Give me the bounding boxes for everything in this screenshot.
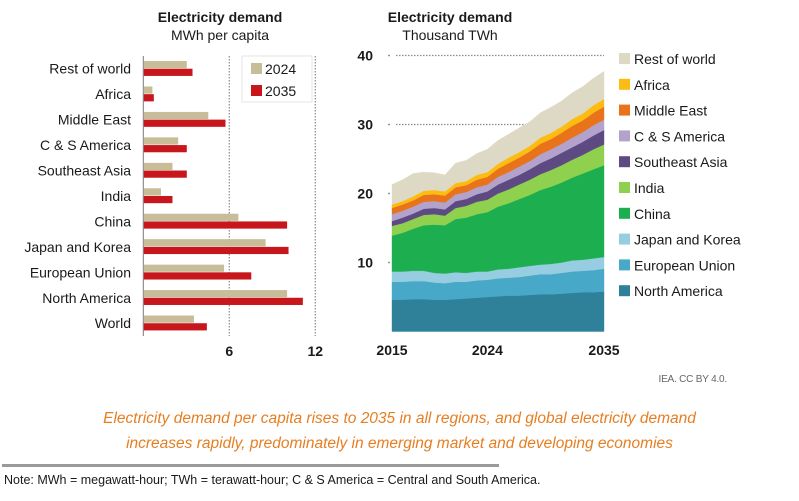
legend-swatch-european-union: [619, 259, 630, 271]
left-chart-title-line1: Electricity demand: [157, 9, 283, 25]
x-tick-label-2024: 2024: [472, 342, 503, 358]
legend-label-china: China: [634, 206, 671, 222]
bar-2035: [143, 272, 252, 280]
bar-2035: [143, 195, 173, 204]
legend-swatch-india: [619, 182, 630, 193]
legend-swatch-north-america: [619, 285, 630, 297]
legend-label-2024: 2024: [265, 61, 296, 77]
legend-swatch-2035: [251, 85, 262, 96]
legend: Rest of world Africa Middle East C & S Amer…: [619, 51, 741, 299]
bar-2035: [143, 246, 289, 255]
legend-swatch-rest-of-world: [619, 53, 630, 64]
bar-2035: [143, 145, 187, 153]
bar-2024: [143, 315, 194, 323]
bar-2024: [143, 264, 225, 272]
y-tick-label-40: 40: [357, 48, 373, 64]
left-chart-title: Electricity demand MWh per capita: [120, 8, 320, 44]
category-label: Southeast Asia: [38, 163, 132, 179]
category-label: China: [94, 213, 131, 229]
bar-chart-per-capita: 6 12 Rest of world Africa Middle East C & S A…: [24, 55, 323, 359]
legend-label-2035: 2035: [265, 83, 296, 99]
source-credit: IEA. CC BY 4.0.: [658, 374, 727, 385]
x-tick-label-12: 12: [307, 343, 323, 359]
figure-caption: Electricity demand per capita rises to 2…: [0, 406, 799, 456]
category-label: India: [101, 188, 132, 204]
category-label: Middle East: [58, 112, 131, 128]
legend-swatch-africa: [619, 78, 630, 90]
category-label: European Union: [30, 264, 131, 280]
area-chart-total-demand: 10 20 30 40 2015 2024 2035 Rest of world Africa M…: [357, 48, 740, 359]
bar-2024: [143, 61, 187, 69]
right-chart-subtitle: Thousand TWh: [402, 27, 498, 43]
left-chart-subtitle: MWh per capita: [170, 27, 270, 43]
bar-2024: [143, 239, 266, 247]
legend-swatch-southeast-asia: [619, 156, 630, 168]
legend: 2024 2035: [241, 55, 313, 103]
bar-2035: [143, 221, 288, 229]
bar-2024: [143, 86, 153, 94]
bar-2024: [143, 188, 161, 196]
y-tick-label-30: 30: [357, 117, 373, 133]
bar-2024: [143, 290, 288, 298]
right-chart-title: Electricity demand Thousand TWh: [360, 8, 540, 44]
caption-line1: Electricity demand per capita rises to 2…: [103, 410, 696, 427]
legend-label-european-union: European Union: [634, 257, 735, 273]
category-label: Japan and Korea: [24, 239, 131, 255]
bar-2035: [143, 170, 187, 178]
legend-label-north-america: North America: [634, 283, 723, 299]
legend-swatch-c-s-america: [619, 130, 630, 142]
right-chart-title-line1: Electricity demand: [387, 9, 513, 25]
y-tick-mark-40: [388, 54, 390, 57]
legend-label-c-s-america: C & S America: [634, 128, 725, 144]
y-tick-mark-20: [388, 192, 390, 195]
x-tick-label-2035: 2035: [588, 342, 619, 358]
y-tick-label-10: 10: [357, 255, 373, 271]
legend-swatch-china: [619, 207, 630, 219]
bar-2035: [143, 323, 207, 331]
legend-swatch-japan-and-korea: [619, 233, 630, 245]
x-tick-label-6: 6: [225, 343, 233, 359]
category-label: Africa: [95, 86, 131, 102]
caption-line2: increases rapidly, predominately in emer…: [126, 435, 673, 452]
area-rest-of-world: [391, 71, 605, 205]
legend-swatch-middle-east: [619, 104, 630, 116]
legend-label-rest-of-world: Rest of world: [634, 51, 716, 67]
legend-label-southeast-asia: Southeast Asia: [634, 154, 728, 170]
legend-label-africa: Africa: [634, 77, 670, 93]
figure-note: Note: MWh = megawatt-hour; TWh = terawat…: [4, 473, 541, 487]
caption-divider: [2, 464, 499, 467]
bar-2035: [143, 68, 193, 76]
bar-2035: [143, 297, 303, 305]
bar-2035: [143, 119, 226, 127]
y-tick-mark-10: [388, 261, 390, 264]
legend-label-middle-east: Middle East: [634, 103, 707, 119]
bar-2024: [143, 213, 239, 221]
legend-label-india: India: [634, 180, 665, 196]
bar-2024: [143, 137, 179, 145]
bar-2024: [143, 162, 173, 171]
category-label: C & S America: [40, 137, 131, 153]
y-tick-label-20: 20: [357, 186, 373, 202]
category-label: North America: [42, 290, 131, 306]
x-tick-label-2015: 2015: [376, 342, 407, 358]
category-label: Rest of world: [49, 61, 131, 77]
bar-2035: [143, 94, 154, 102]
bar-2024: [143, 111, 209, 120]
legend-label-japan-and-korea: Japan and Korea: [634, 232, 741, 248]
category-label: World: [95, 315, 131, 331]
y-tick-mark-30: [388, 123, 390, 126]
legend-swatch-2024: [251, 63, 262, 74]
